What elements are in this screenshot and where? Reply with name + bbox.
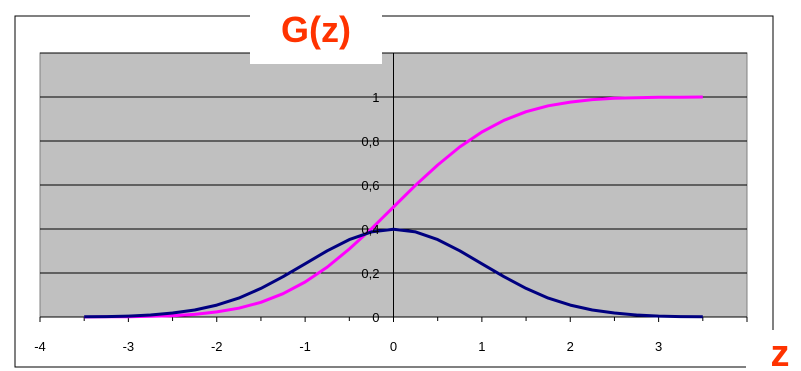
x-tick-label-7: 3 <box>655 339 662 354</box>
chart-title: G(z) <box>281 9 351 50</box>
y-tick-label-5: 1 <box>372 90 379 105</box>
x-tick-label-3: -1 <box>299 339 311 354</box>
series-line-1 <box>84 227 703 319</box>
y-tick-label-1: 0,2 <box>361 266 379 281</box>
y-tick-label-0: 0 <box>372 310 379 325</box>
xlabel-box <box>746 330 801 371</box>
series-line-0 <box>84 95 703 319</box>
series-layer <box>84 95 703 319</box>
x-tick-label-5: 1 <box>478 339 485 354</box>
title-box <box>250 2 382 64</box>
y-tick-label-4: 0,8 <box>361 134 379 149</box>
y-tick-label-3: 0,6 <box>361 178 379 193</box>
x-tick-label-1: -3 <box>123 339 135 354</box>
tick-labels: 0 0,2 0,4 0,6 0,8 1 -4 -3 -2 -1 0 1 2 3 <box>34 90 662 354</box>
x-tick-label-0: -4 <box>34 339 46 354</box>
x-tick-label-6: 2 <box>567 339 574 354</box>
x-axis-label: z <box>771 333 790 371</box>
x-tick-label-4: 0 <box>390 339 397 354</box>
y-tick-label-2: 0,4 <box>361 222 379 237</box>
x-tick-label-2: -2 <box>211 339 223 354</box>
